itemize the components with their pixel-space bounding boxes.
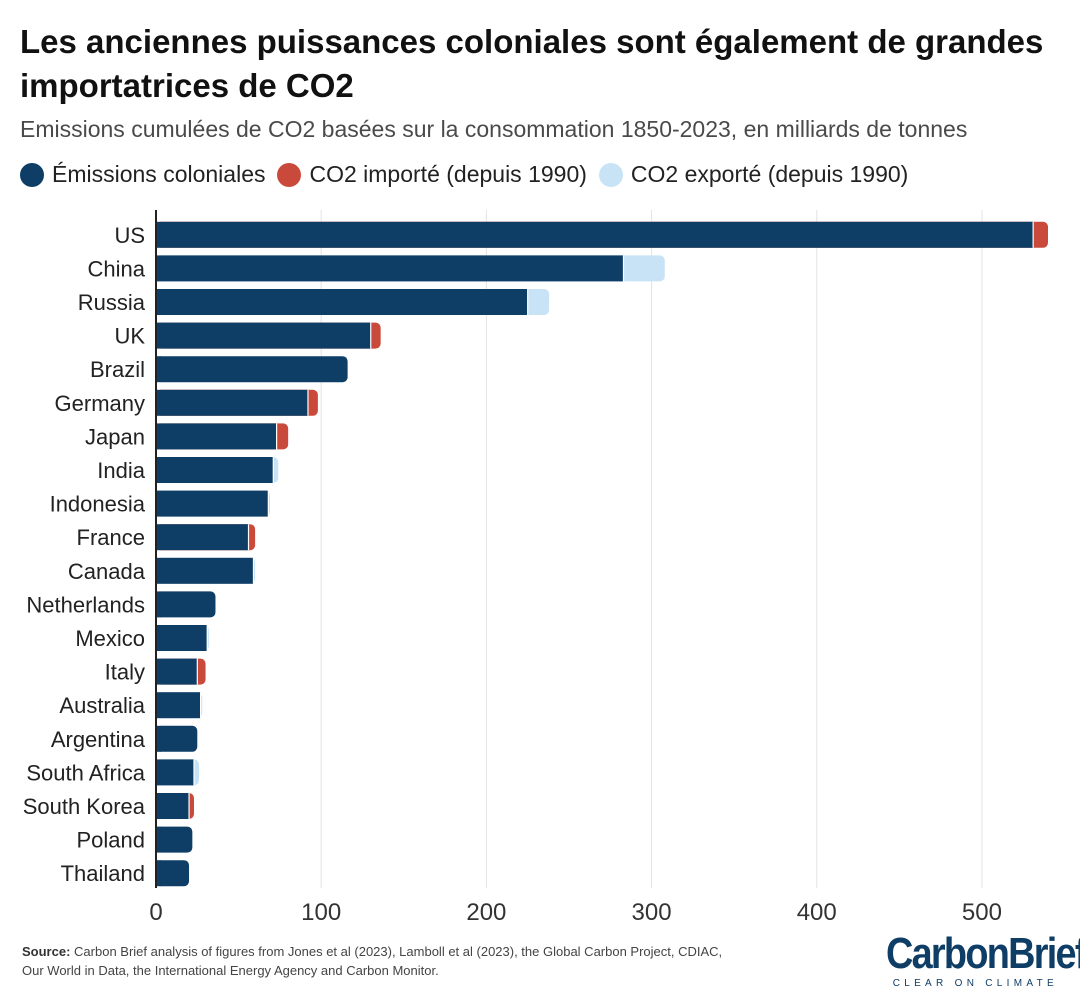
legend-swatch-colonial	[20, 162, 44, 187]
source-note: Source: Carbon Brief analysis of figures…	[22, 942, 742, 980]
bar-colonial-mexico	[156, 625, 208, 651]
category-label-brazil: Brazil	[90, 357, 145, 382]
category-label-mexico: Mexico	[75, 626, 145, 651]
legend-swatch-exported	[598, 162, 623, 187]
category-label-australia: Australia	[59, 693, 145, 718]
x-tick-label-400: 400	[797, 899, 837, 926]
category-label-argentina: Argentina	[51, 727, 146, 752]
category-label-china: China	[88, 256, 146, 281]
chart-title: Les anciennes puissances coloniales sont…	[20, 23, 1044, 104]
bar-colonial-cap-thailand	[156, 860, 161, 887]
legend-item-imported: CO2 importé (depuis 1990)	[277, 161, 587, 188]
bar-colonial-germany	[156, 389, 308, 416]
bar-colonial-south-korea	[156, 793, 190, 819]
bar-colonial-italy	[156, 658, 198, 685]
bar-chart: 0 100 200 300 400 500 US China Russia UK Brazil Ger…	[23, 210, 1048, 926]
bar-colonial-india	[156, 457, 274, 483]
category-label-poland: Poland	[76, 828, 145, 853]
category-label-russia: Russia	[78, 290, 146, 315]
bar-colonial-netherlands	[156, 591, 216, 618]
legend-item-exported: CO2 exporté (depuis 1990)	[598, 161, 909, 188]
category-label-netherlands: Netherlands	[26, 592, 145, 617]
bar-colonial-south-africa	[156, 759, 194, 786]
category-label-uk: UK	[114, 324, 145, 349]
bar-colonial-cap-netherlands	[156, 591, 161, 618]
x-tick-label-300: 300	[632, 899, 672, 926]
category-label-south-korea: South Korea	[23, 794, 146, 819]
bar-colonial-russia	[156, 289, 528, 315]
category-label-south-africa: South Africa	[26, 760, 145, 785]
x-tick-label-100: 100	[301, 899, 341, 926]
x-tick-label-200: 200	[466, 899, 506, 926]
x-tick-label-0: 0	[149, 899, 162, 926]
source-label: Source:	[22, 944, 71, 959]
legend-label-imported: CO2 importé (depuis 1990)	[309, 161, 587, 187]
category-label-france: France	[77, 525, 145, 550]
bar-colonial-france	[156, 524, 249, 551]
x-tick-label-500: 500	[962, 899, 1002, 926]
category-label-germany: Germany	[55, 391, 145, 416]
chart-subtitle: Emissions cumulées de CO2 basées sur la …	[20, 116, 968, 142]
logo-tagline: CLEAR ON CLIMATE	[892, 978, 1058, 989]
bar-colonial-china	[156, 255, 624, 282]
bar-colonial-poland	[156, 826, 193, 853]
category-label-us: US	[114, 223, 145, 248]
logo-wordmark: CarbonBrief	[886, 929, 1080, 978]
category-label-canada: Canada	[68, 559, 146, 584]
bar-colonial-indonesia	[156, 490, 269, 517]
bar-colonial-argentina	[156, 725, 198, 752]
legend-label-colonial: Émissions coloniales	[52, 161, 266, 187]
bar-colonial-thailand	[156, 860, 190, 887]
bar-colonial-japan	[156, 423, 277, 450]
category-label-japan: Japan	[85, 424, 145, 449]
legend-item-colonial: Émissions coloniales	[20, 161, 265, 188]
category-label-thailand: Thailand	[61, 861, 145, 886]
bar-colonial-brazil	[156, 356, 348, 383]
bar-colonial-cap-argentina	[156, 725, 161, 752]
bar-colonial-australia	[156, 692, 201, 719]
legend: Émissions coloniales CO2 importé (depuis…	[20, 161, 920, 188]
legend-swatch-imported	[277, 162, 302, 187]
bar-colonial-canada	[156, 557, 254, 584]
bar-colonial-us	[156, 221, 1034, 248]
legend-label-exported: CO2 exporté (depuis 1990)	[630, 161, 909, 187]
bar-colonial-cap-poland	[156, 826, 161, 853]
category-label-india: India	[97, 458, 145, 483]
bar-colonial-cap-brazil	[156, 356, 161, 383]
category-label-indonesia: Indonesia	[50, 492, 146, 517]
bar-colonial-uk	[156, 322, 371, 349]
carbonbrief-logo: CarbonBrief CLEAR ON CLIMATE	[858, 929, 1080, 990]
category-label-italy: Italy	[105, 660, 145, 685]
source-text: Carbon Brief analysis of figures from Jo…	[22, 944, 723, 978]
